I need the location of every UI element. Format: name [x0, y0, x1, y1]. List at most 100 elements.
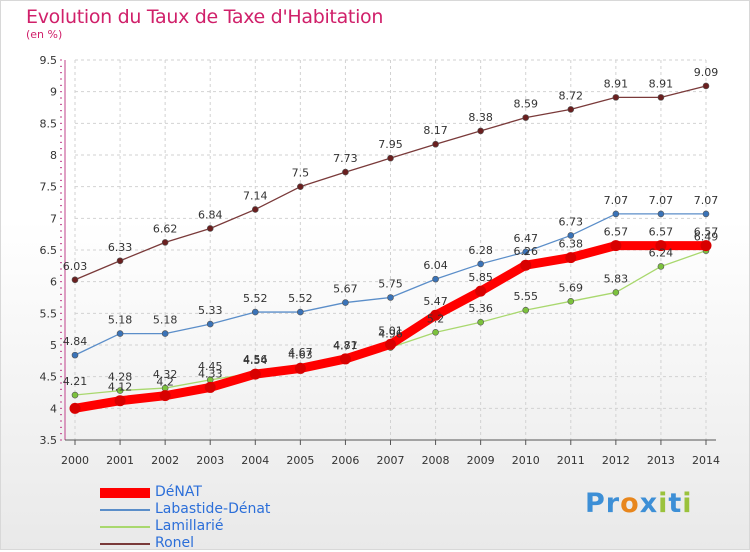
data-label: 6.57	[604, 226, 629, 239]
data-point	[702, 82, 710, 90]
data-point	[612, 94, 620, 101]
data-point	[116, 387, 124, 394]
data-label: 4.21	[63, 375, 88, 388]
data-label: 5.67	[333, 283, 358, 296]
data-label: 4.45	[198, 360, 223, 373]
data-label: 6.04	[423, 259, 448, 272]
data-point	[161, 330, 169, 337]
series-group	[69, 82, 712, 414]
data-label: 4.84	[63, 335, 88, 348]
data-label: 7.14	[243, 189, 268, 202]
data-point	[297, 183, 304, 190]
y-tick-label: 8	[50, 149, 57, 162]
data-label: 8.38	[468, 111, 493, 124]
x-tick-label: 2002	[151, 454, 179, 467]
data-point	[700, 240, 712, 252]
x-tick-label: 2009	[467, 454, 495, 467]
data-point	[116, 257, 124, 265]
data-point	[475, 285, 487, 297]
data-point	[522, 248, 530, 256]
y-tick-label: 7	[50, 212, 57, 225]
x-tick-label: 2005	[286, 454, 314, 467]
data-label: 4.81	[333, 339, 358, 352]
data-label: 6.26	[513, 245, 538, 258]
x-tick-label: 2001	[106, 454, 134, 467]
data-point	[612, 289, 620, 296]
x-tick-labels: 2000 2001 2002 2003 2004 2005 2006 2007 2008 2009…	[61, 454, 720, 467]
data-point	[71, 351, 79, 359]
data-label: 6.62	[153, 222, 178, 235]
x-tick-label: 2011	[557, 454, 585, 467]
legend-label: Lamillarié	[155, 518, 224, 534]
data-point	[612, 210, 620, 218]
data-point	[339, 353, 351, 365]
legend-swatch	[100, 509, 150, 511]
y-tick-label: 7.5	[40, 181, 58, 194]
data-point	[387, 154, 394, 162]
data-labels-group: 6.03 6.33 6.62 6.84 7.14 7.5 7.73 7.95 8.17 8.38 8…	[63, 66, 719, 394]
legend-swatch	[100, 488, 150, 498]
y-tick-label: 5	[50, 339, 57, 352]
data-label: 7.07	[649, 194, 674, 207]
data-point	[249, 368, 261, 380]
data-label: 6.33	[108, 241, 133, 254]
data-label: 4.12	[108, 381, 133, 394]
x-tick-label: 2008	[422, 454, 450, 467]
data-label: 5.83	[604, 272, 629, 285]
data-point	[387, 294, 394, 301]
y-tick-label: 6	[50, 276, 57, 289]
data-label: 8.91	[604, 77, 629, 90]
data-label: 5.85	[468, 271, 493, 284]
data-point	[657, 263, 665, 270]
data-point	[294, 362, 306, 374]
data-label: 6.57	[694, 226, 719, 239]
data-point	[71, 391, 79, 399]
data-label: 5.69	[559, 281, 584, 294]
x-tick-label: 2004	[241, 454, 269, 467]
data-label: 5.18	[108, 314, 133, 327]
data-label: 7.07	[604, 194, 629, 207]
data-point	[159, 390, 171, 402]
data-label: 6.73	[559, 215, 584, 228]
data-label: 4.96	[378, 328, 403, 341]
chart-unit-label: (en %)	[26, 28, 63, 41]
data-label: 4.54	[243, 354, 268, 367]
data-point	[114, 395, 126, 407]
data-label: 8.17	[423, 124, 448, 137]
data-label: 8.91	[649, 77, 674, 90]
chart-title: Evolution du Taux de Taxe d'Habitation	[26, 6, 384, 28]
data-label: 8.72	[559, 89, 584, 102]
data-point	[69, 402, 81, 414]
data-point	[610, 240, 622, 252]
data-label: 6.49	[694, 231, 719, 244]
data-label: 7.5	[292, 167, 310, 180]
data-label: 7.73	[333, 152, 358, 165]
data-point	[251, 206, 259, 213]
data-point	[432, 329, 439, 336]
data-label: 4.28	[108, 371, 133, 384]
legend-label: Labastide-Dénat	[155, 501, 271, 517]
data-label: 5.2	[427, 312, 445, 325]
data-label: 9.09	[694, 66, 719, 79]
data-point	[567, 232, 575, 239]
x-tick-label: 2003	[196, 454, 224, 467]
data-label: 4.67	[288, 346, 313, 359]
y-tick-label: 6.5	[40, 244, 58, 257]
data-label: 4.63	[288, 348, 313, 361]
data-label: 6.24	[649, 246, 674, 259]
data-point	[297, 308, 304, 316]
data-label: 8.59	[513, 98, 538, 111]
data-point	[567, 106, 575, 113]
data-label: 7.95	[378, 138, 403, 151]
data-label: 6.84	[198, 208, 223, 221]
data-point	[71, 276, 79, 284]
legend-swatch	[100, 526, 150, 528]
data-label: 5.55	[513, 290, 538, 303]
data-label: 5.36	[468, 302, 493, 315]
data-label: 5.33	[198, 304, 223, 317]
proxiti-logo: Proxiti	[585, 488, 693, 519]
data-point	[161, 239, 169, 246]
legend-label: Ronel	[155, 535, 195, 551]
logo-letter: i	[658, 488, 669, 519]
data-point	[432, 275, 439, 283]
